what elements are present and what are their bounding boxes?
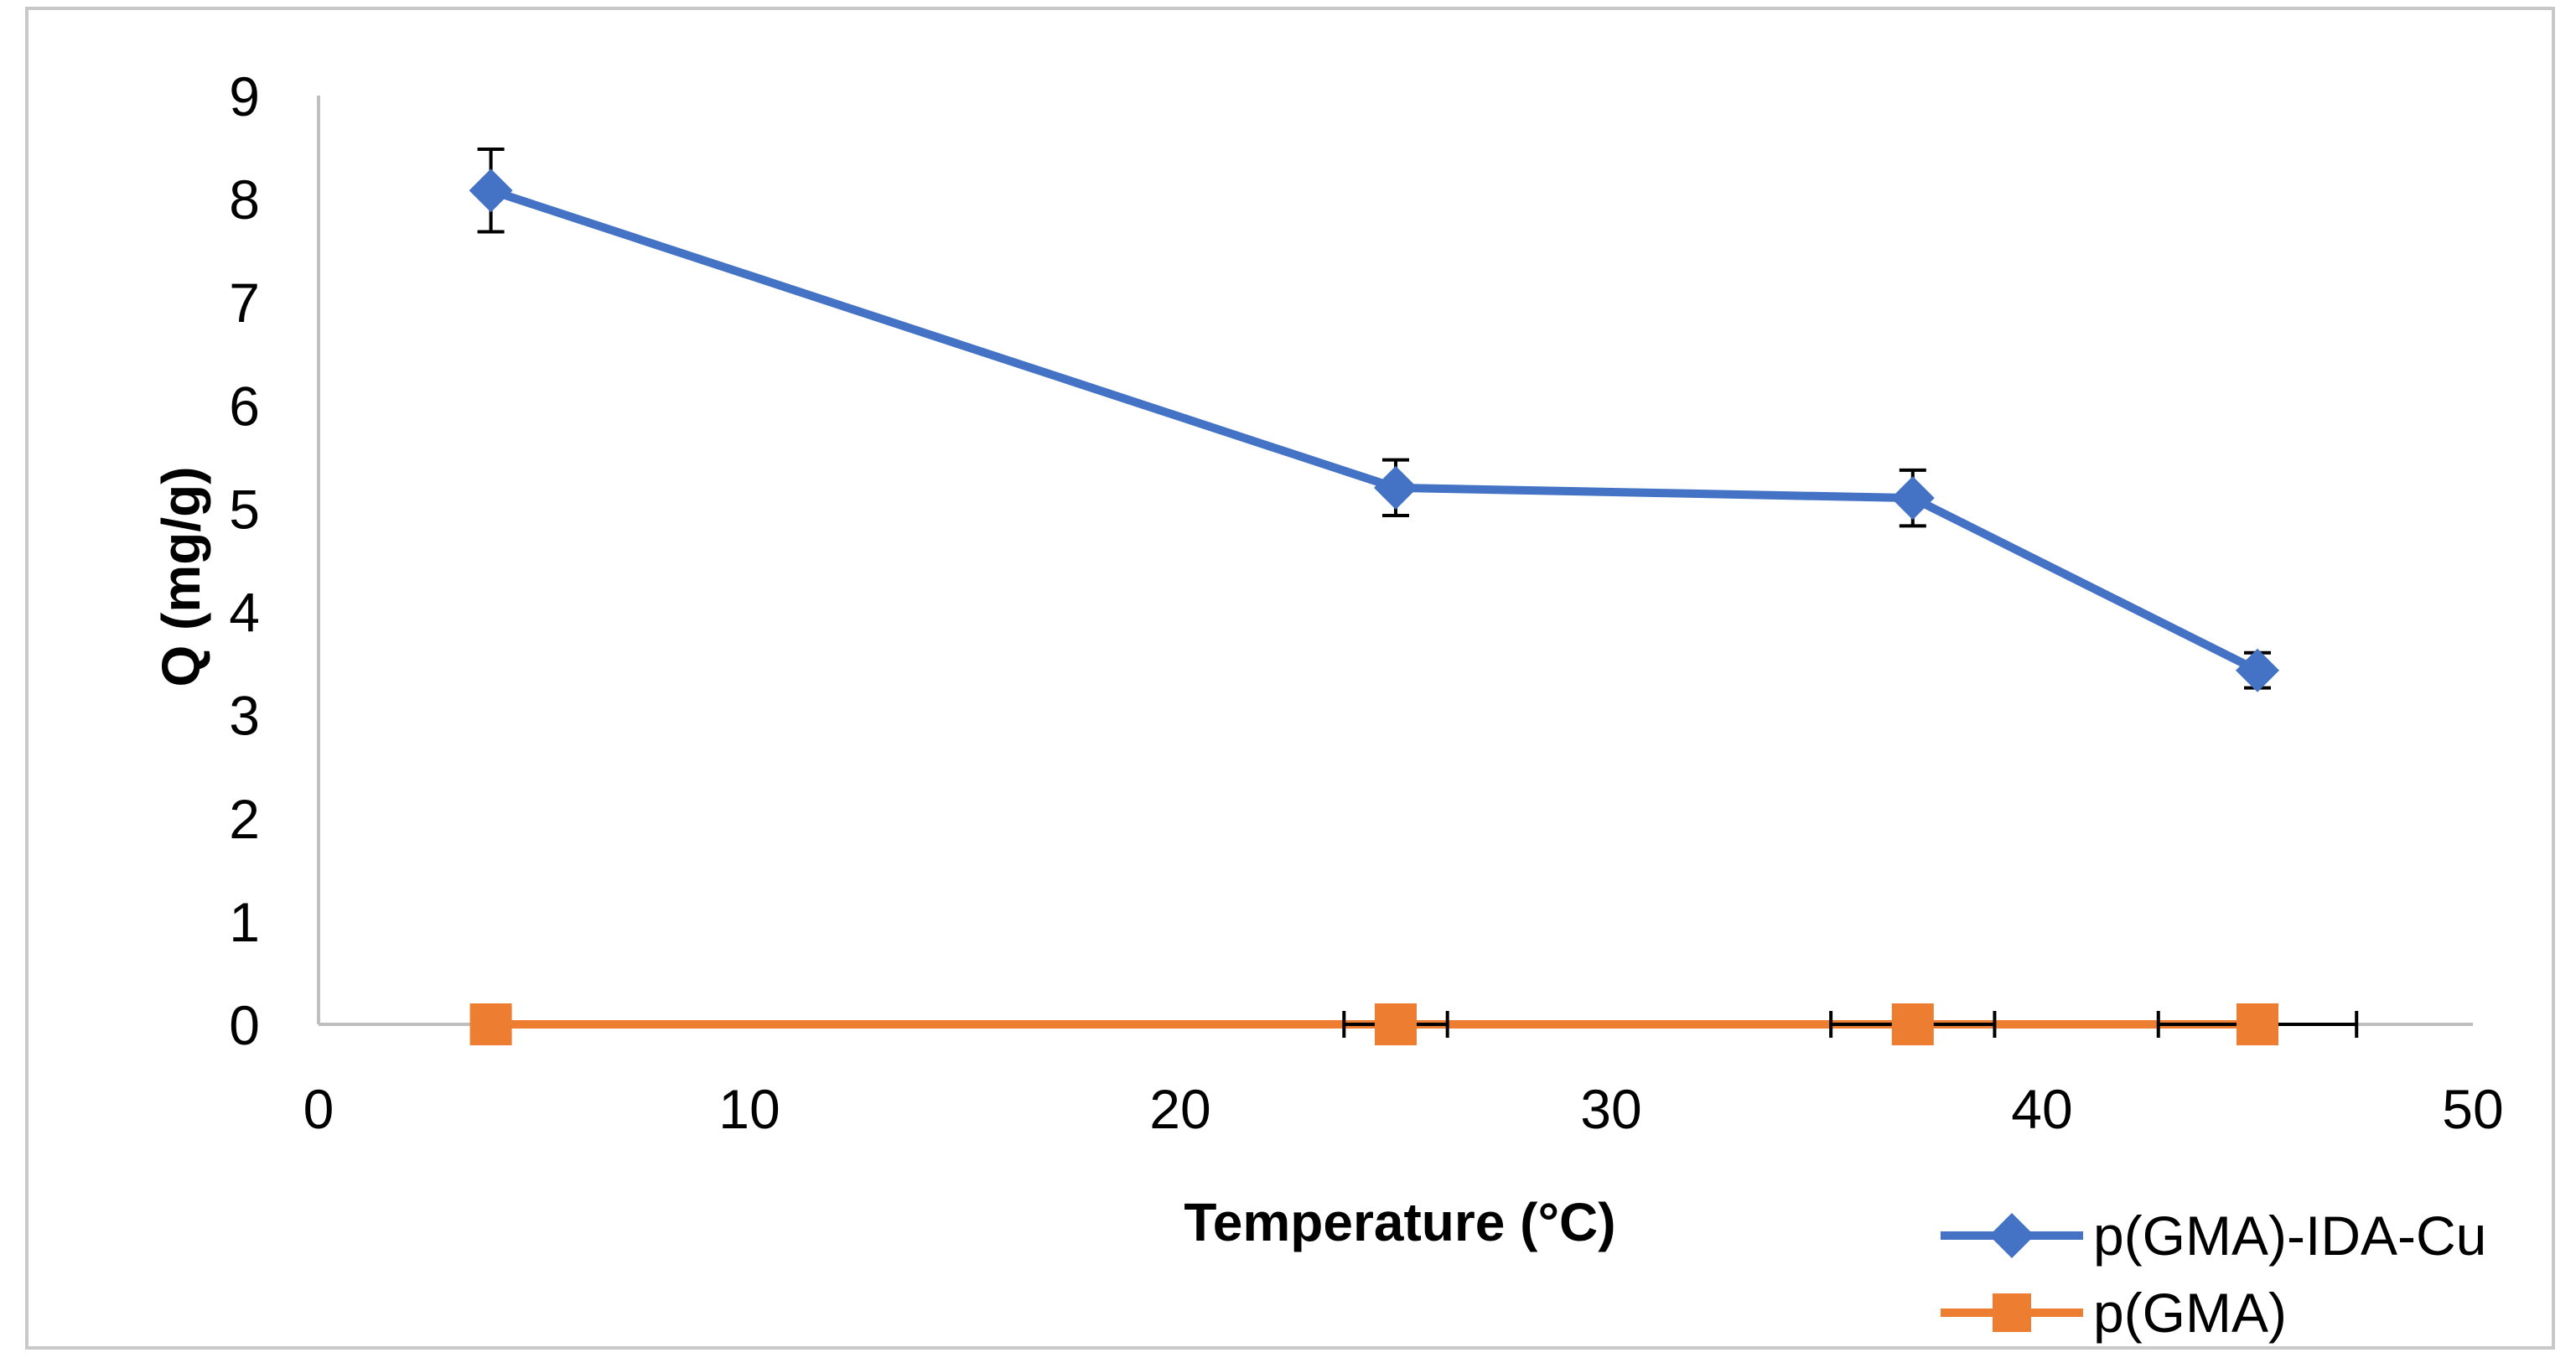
y-axis-title: Q (mg/g): [151, 466, 211, 687]
legend-label-p-gma-ida-cu: p(GMA)-IDA-Cu: [2093, 1205, 2486, 1267]
series-line-p-gma-ida-cu: [490, 186, 2260, 675]
y-tick-label: 0: [229, 994, 260, 1056]
x-axis-title: Temperature (°C): [1184, 1192, 1615, 1252]
y-tick-label: 6: [229, 375, 260, 437]
data-point-diamond: [1890, 476, 1935, 521]
data-point-diamond: [2236, 648, 2279, 692]
x-tick-label: 0: [303, 1078, 334, 1140]
data-point-diamond: [1374, 465, 1418, 510]
y-tick-label: 2: [229, 788, 260, 850]
legend-marker-square-icon: [1993, 1293, 2031, 1332]
legend: p(GMA)-IDA-Cu p(GMA): [1941, 1205, 2486, 1344]
legend-marker-diamond-icon: [1989, 1213, 2034, 1258]
y-tick-label: 8: [229, 168, 260, 231]
legend-item-p-gma-ida-cu: p(GMA)-IDA-Cu: [1941, 1205, 2486, 1267]
x-tick-label: 40: [2011, 1078, 2072, 1140]
y-tick-label: 1: [229, 891, 260, 953]
y-tick-label: 4: [229, 582, 260, 644]
legend-item-p-gma: p(GMA): [1941, 1282, 2287, 1344]
y-tick-label: 3: [229, 685, 260, 747]
series-layer: [469, 148, 2359, 1045]
x-tick-label: 10: [718, 1078, 780, 1140]
data-point-diamond: [469, 168, 513, 213]
y-tick-label: 7: [229, 272, 260, 334]
data-point-square: [469, 1003, 512, 1045]
chart-frame: [25, 7, 2555, 1350]
series-p-gma-ida-cu: [469, 148, 2279, 692]
x-tick-label: 20: [1149, 1078, 1210, 1140]
axes: 0 1 2 3 4 5 6 7 8 9 0 10 20 30 40 50: [229, 65, 2503, 1140]
legend-label-p-gma: p(GMA): [2093, 1282, 2287, 1344]
y-tick-label: 5: [229, 478, 260, 540]
data-point-square: [1375, 1003, 1417, 1045]
data-point-square: [2237, 1003, 2278, 1045]
y-tick-label: 9: [229, 65, 260, 127]
series-p-gma: [469, 1003, 2359, 1045]
data-point-square: [1891, 1003, 1934, 1045]
x-tick-label: 30: [1580, 1078, 1641, 1140]
x-tick-label: 50: [2442, 1078, 2503, 1140]
